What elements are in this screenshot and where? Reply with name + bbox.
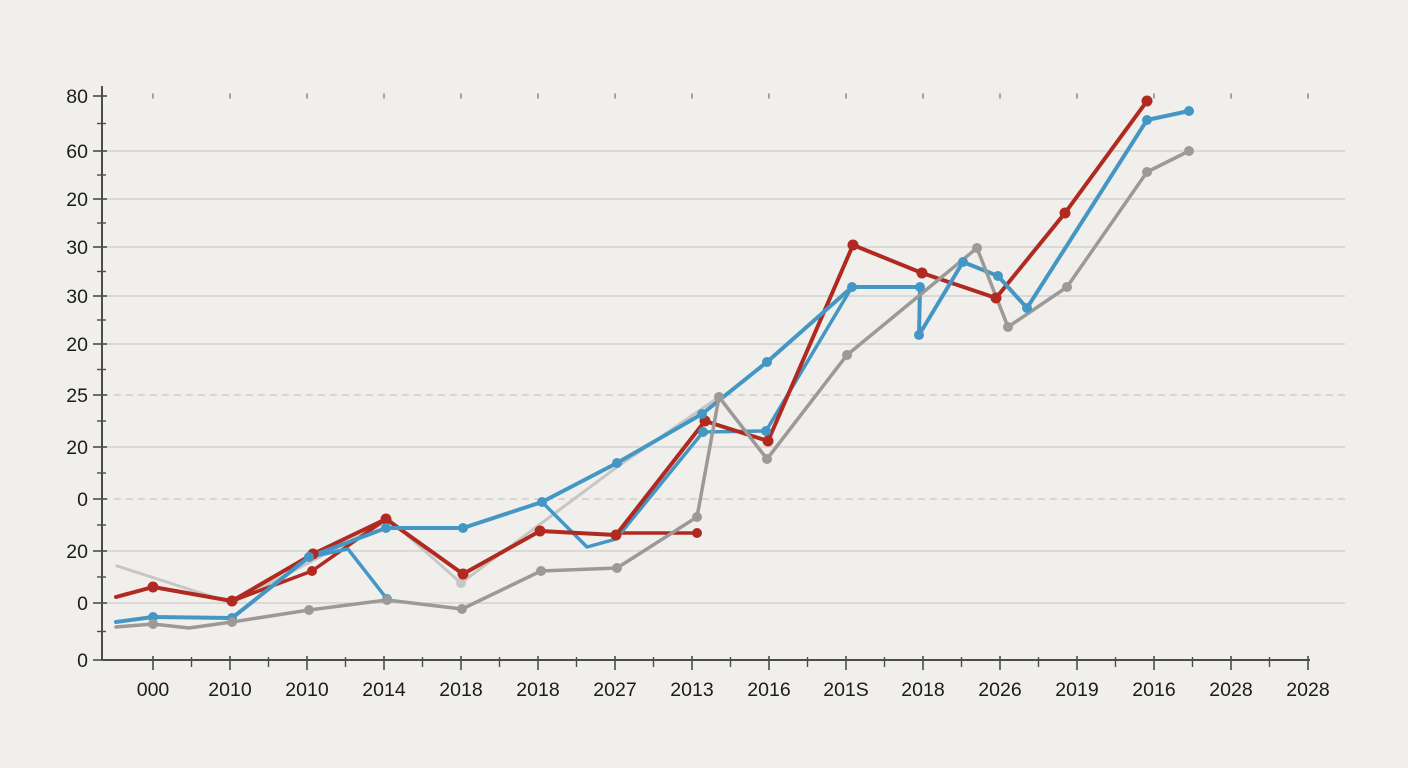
series-marker-gray	[457, 604, 467, 614]
series-marker-blue-strand-low	[761, 426, 771, 436]
series-marker-red	[1059, 207, 1071, 219]
x-tick-label: 2018	[901, 679, 944, 701]
series-marker-gray	[227, 617, 237, 627]
series-marker-blue	[1184, 106, 1194, 116]
series-marker-red	[762, 435, 774, 447]
x-tick-label: 2010	[208, 679, 252, 701]
y-tick-label: 0	[77, 593, 88, 615]
series-marker-red	[610, 529, 622, 541]
series-marker-gray	[612, 563, 622, 573]
x-tick-label: 2016	[1132, 679, 1175, 701]
series-marker-blue	[993, 271, 1003, 281]
x-tick-label: 2013	[670, 679, 713, 701]
y-tick-label: 80	[66, 86, 88, 108]
series-marker-red	[1141, 95, 1153, 107]
series-marker-red	[380, 513, 392, 525]
series-marker-blue	[612, 458, 622, 468]
y-tick-label: 30	[66, 286, 88, 308]
series-marker-gray	[536, 566, 546, 576]
series-marker-gray	[692, 512, 702, 522]
series-line-red	[114, 99, 1149, 603]
series-marker-blue	[762, 357, 772, 367]
series-marker-red	[847, 239, 859, 251]
series-line-blue-strand-low	[540, 285, 854, 549]
series-marker-red	[147, 581, 159, 593]
x-tick-label: 2016	[747, 679, 790, 701]
y-tick-label: 0	[77, 489, 88, 511]
x-tick-label: 2028	[1209, 679, 1252, 701]
x-tick-label: 2010	[285, 679, 329, 701]
series-marker-blue	[148, 612, 158, 622]
series-marker-blue	[1142, 115, 1152, 125]
x-tick-label: 2028	[1286, 679, 1329, 701]
series-marker-gray	[972, 243, 982, 253]
y-tick-label: 60	[66, 141, 88, 163]
series-marker-red	[916, 267, 928, 279]
series-marker-gray	[1184, 146, 1194, 156]
y-tick-label: 30	[66, 237, 88, 259]
series-marker-blue	[381, 523, 391, 533]
series-marker-blue	[304, 552, 314, 562]
y-tick-label: 20	[66, 541, 88, 563]
series-marker-gray	[382, 595, 392, 605]
series-marker-gray	[148, 619, 158, 629]
series-marker-red	[990, 292, 1002, 304]
series-marker-gray	[1142, 167, 1152, 177]
series-line-gray-light-strand	[115, 395, 721, 605]
series-marker-blue	[914, 330, 924, 340]
series-marker-blue	[847, 282, 857, 292]
x-tick-label: 2018	[516, 679, 559, 701]
series-marker-gray	[714, 392, 724, 402]
series-marker-gray-light-strand	[456, 578, 466, 588]
x-tick-label: 2019	[1055, 679, 1098, 701]
x-tick-label: 2026	[978, 679, 1021, 701]
x-tick-label: 000	[137, 679, 170, 701]
series-marker-blue	[537, 497, 547, 507]
y-tick-label: 25	[66, 385, 88, 407]
series-marker-blue	[915, 282, 925, 292]
series-marker-gray	[1062, 282, 1072, 292]
series-marker-blue	[697, 409, 707, 419]
x-tick-label: 2014	[362, 679, 406, 701]
series-marker-red-strand-low	[307, 566, 317, 576]
y-tick-label: 0	[77, 650, 88, 672]
series-line-gray	[114, 149, 1191, 630]
series-marker-gray	[842, 350, 852, 360]
series-marker-blue	[458, 523, 468, 533]
series-marker-gray	[304, 605, 314, 615]
x-tick-label: 2018	[439, 679, 482, 701]
series-line-blue	[114, 109, 1191, 624]
x-tick-label: 2027	[593, 679, 636, 701]
y-tick-label: 20	[66, 334, 88, 356]
series-marker-gray	[762, 454, 772, 464]
series-marker-blue	[958, 257, 968, 267]
series-marker-red	[226, 595, 238, 607]
series-marker-blue-strand-low	[698, 427, 708, 437]
series-marker-red	[534, 525, 546, 537]
series-marker-red-strand-flat	[692, 528, 702, 538]
series-marker-blue	[1022, 303, 1032, 313]
x-tick-label: 201S	[823, 679, 869, 701]
series-marker-gray	[1003, 322, 1013, 332]
series-marker-red	[457, 568, 469, 580]
y-tick-label: 20	[66, 437, 88, 459]
series-line-blue-strand-dip	[307, 547, 389, 601]
y-tick-label: 20	[66, 189, 88, 211]
